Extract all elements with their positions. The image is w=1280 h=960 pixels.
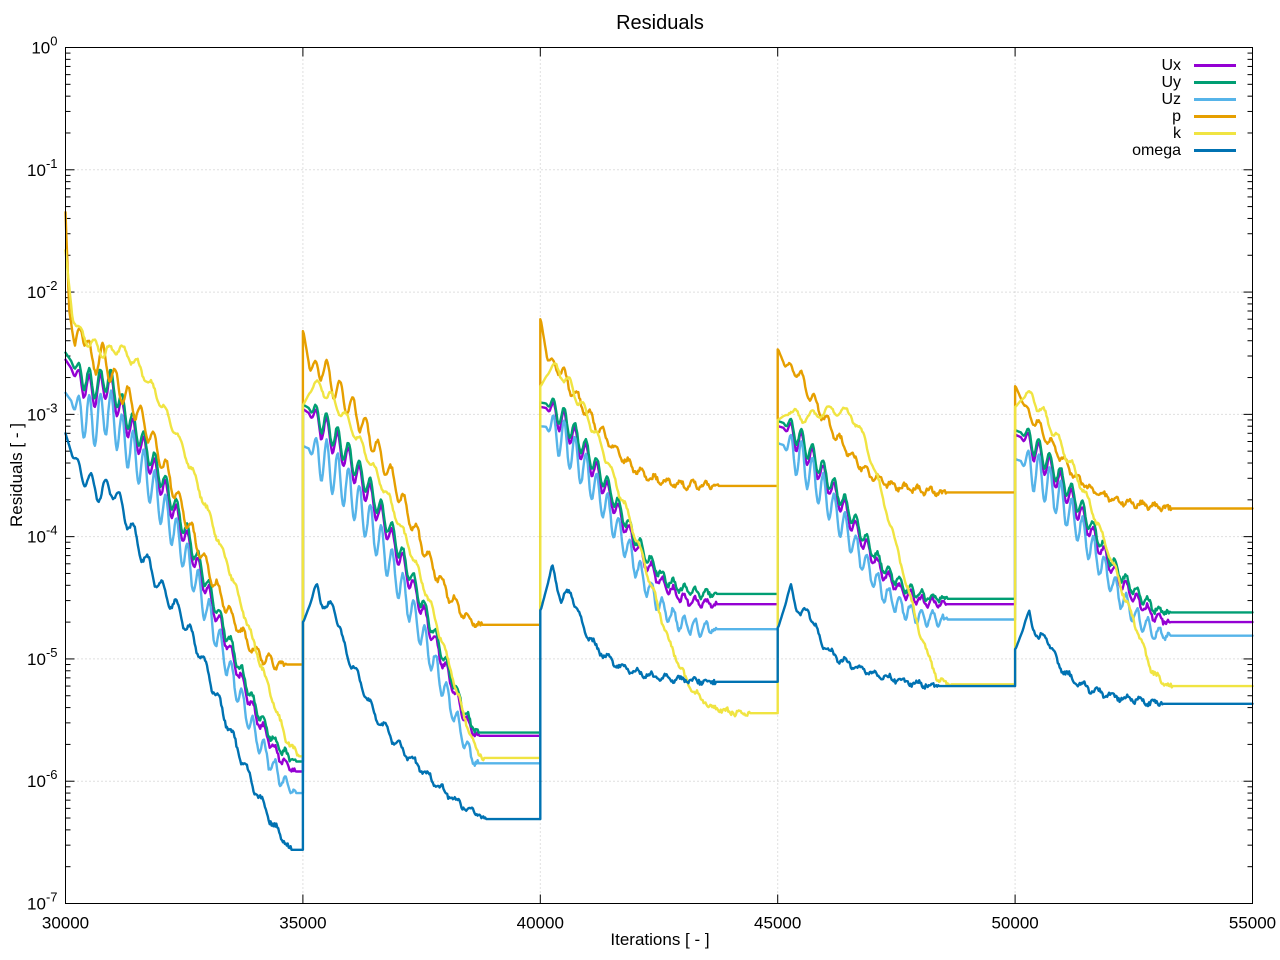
- legend-entry-p: p: [1132, 108, 1236, 125]
- chart-title: Residuals: [616, 12, 704, 34]
- legend-entry-uy: Uy: [1132, 74, 1236, 91]
- legend-line-swatch: [1194, 132, 1236, 135]
- series-path-k: [64, 249, 1254, 762]
- legend-label: Uy: [1161, 74, 1181, 91]
- legend-line-swatch: [1194, 81, 1236, 84]
- y-tick-label: 10-4: [27, 523, 57, 547]
- legend-entry-ux: Ux: [1132, 57, 1236, 74]
- legend-entry-omega: omega: [1132, 142, 1236, 159]
- legend-line-swatch: [1194, 98, 1236, 101]
- x-axis-label: Iterations [ - ]: [610, 930, 710, 949]
- y-tick-label: 10-3: [27, 400, 57, 424]
- x-tick-label: 50000: [991, 914, 1038, 933]
- y-tick-label: 10-7: [27, 890, 57, 914]
- legend-label: omega: [1132, 142, 1181, 159]
- legend-line-swatch: [1194, 149, 1236, 152]
- legend-label: Ux: [1161, 57, 1181, 74]
- legend-label: p: [1172, 108, 1181, 125]
- legend-line-swatch: [1194, 115, 1236, 118]
- tick-labels: 30000 35000 40000 45000 50000 55000 100 10-1 10-…: [27, 34, 1276, 933]
- y-tick-label: 100: [31, 34, 57, 58]
- legend: Ux Uy Uz p k omega: [1132, 57, 1236, 159]
- y-tick-label: 10-1: [27, 156, 57, 180]
- x-tick-label: 30000: [42, 914, 89, 933]
- legend-label: k: [1173, 125, 1181, 142]
- series-path-Ux: [64, 358, 1254, 773]
- series-path-Uy: [64, 351, 1254, 763]
- series-path-Uz: [64, 389, 1254, 795]
- y-tick-label: 10-6: [27, 767, 57, 791]
- legend-entry-uz: Uz: [1132, 91, 1236, 108]
- x-tick-label: 35000: [279, 914, 326, 933]
- x-tick-label: 45000: [754, 914, 801, 933]
- legend-line-swatch: [1194, 64, 1236, 67]
- plot-border: [65, 47, 1253, 904]
- x-tick-label: 55000: [1229, 914, 1276, 933]
- legend-entry-k: k: [1132, 125, 1236, 142]
- y-tick-label: 10-5: [27, 645, 57, 669]
- series-lines: [64, 211, 1254, 851]
- x-tick-label: 40000: [517, 914, 564, 933]
- legend-label: Uz: [1161, 91, 1181, 108]
- y-axis-label: Residuals [ - ]: [7, 423, 26, 527]
- series-path-p: [64, 211, 1254, 671]
- series-path-omega: [64, 432, 1254, 851]
- y-tick-label: 10-2: [27, 278, 57, 302]
